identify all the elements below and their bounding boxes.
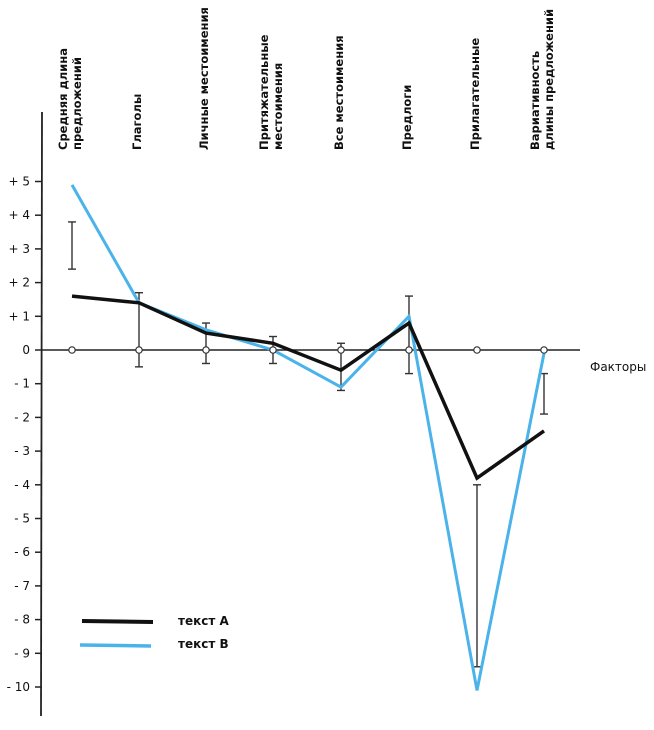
- category-label: Все местоимения: [332, 35, 346, 150]
- y-tick-label: + 2: [8, 276, 30, 290]
- y-tick-label: - 10: [7, 680, 30, 694]
- zero-marker: [540, 346, 548, 354]
- category-label-line: Вариативность: [528, 51, 542, 150]
- series-lines: [70, 184, 546, 691]
- category-label: Глаголы: [130, 94, 144, 150]
- error-bar: [540, 372, 548, 415]
- category-labels: Средняя длина предложений Глаголы Личные ме…: [56, 7, 556, 150]
- y-tick-label: + 3: [8, 242, 30, 256]
- y-tick-label: - 7: [14, 579, 30, 593]
- zero-marker: [68, 346, 76, 354]
- y-tick-label: + 4: [8, 208, 30, 222]
- zero-marker: [135, 346, 143, 354]
- y-axis-line: [40, 111, 43, 717]
- legend-swatch-text-b: [79, 643, 152, 648]
- category-label-line: предложений: [70, 57, 84, 150]
- y-tick-label: - 3: [14, 444, 30, 458]
- category-label: Личные местоимения: [197, 7, 211, 150]
- y-tick-label: + 1: [8, 309, 30, 323]
- x-axis-title: Факторы: [590, 360, 646, 374]
- zero-marker: [337, 346, 345, 354]
- zero-marker: [202, 346, 210, 354]
- category-label: Предлоги: [400, 85, 414, 150]
- series-line-text-b: [70, 184, 546, 691]
- error-bar: [68, 221, 76, 270]
- y-tick-label: - 6: [14, 545, 30, 559]
- zero-markers: [68, 346, 548, 354]
- y-tick-label: - 1: [14, 377, 30, 391]
- series-line-text-a: [71, 294, 546, 481]
- y-tick-label: - 2: [14, 410, 30, 424]
- category-label: Средняя длина предложений: [56, 48, 84, 150]
- category-label-line: Предлоги: [400, 85, 414, 150]
- legend: текст A текст B: [79, 614, 229, 651]
- y-tick-label: 0: [22, 343, 30, 357]
- category-label-line: Притяжательные: [257, 34, 271, 150]
- error-bar: [473, 484, 481, 668]
- legend-label-text-a: текст A: [178, 614, 229, 628]
- y-tick-label: - 8: [14, 613, 30, 627]
- category-label-line: длины предложений: [542, 9, 556, 150]
- category-label: Притяжательные местоимения: [257, 34, 285, 150]
- zero-marker: [473, 346, 481, 354]
- axes: + 5 + 4 + 3 + 2 + 1 0 - 1 - 2 - 3 - 4 - 5 - 6 - 7 - 8…: [7, 111, 580, 717]
- y-tick-label: - 9: [14, 646, 30, 660]
- y-tick-label: - 4: [14, 478, 30, 492]
- zero-marker: [269, 346, 277, 354]
- error-bar: [405, 295, 413, 375]
- category-label-line: Все местоимения: [332, 35, 346, 150]
- legend-label-text-b: текст B: [178, 637, 229, 651]
- legend-swatch-text-a: [81, 619, 154, 624]
- category-label: Прилагательные: [468, 38, 482, 150]
- category-label-line: Средняя длина: [56, 48, 70, 150]
- category-label: Вариативность длины предложений: [528, 9, 556, 150]
- zero-marker: [405, 346, 413, 354]
- category-label-line: Личные местоимения: [197, 7, 211, 150]
- category-label-line: местоимения: [271, 63, 285, 150]
- y-tick-label: - 5: [14, 512, 30, 526]
- category-label-line: Прилагательные: [468, 38, 482, 150]
- error-bars: [68, 221, 548, 668]
- category-label-line: Глаголы: [130, 94, 144, 150]
- error-bar: [135, 292, 143, 368]
- y-tick-label: + 5: [8, 175, 30, 189]
